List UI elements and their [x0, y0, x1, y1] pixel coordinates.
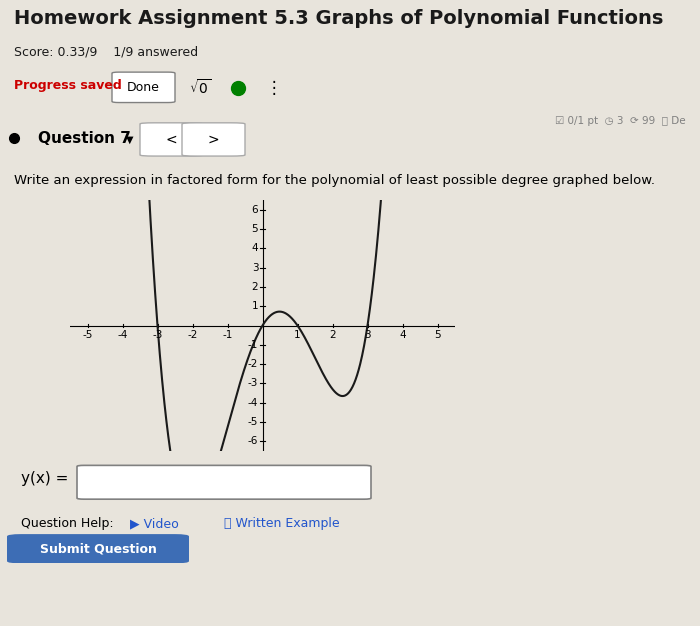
Text: -1: -1 — [223, 331, 232, 341]
Text: Submit Question: Submit Question — [40, 542, 156, 555]
Text: -2: -2 — [188, 331, 197, 341]
Text: 2: 2 — [252, 282, 258, 292]
Text: 2: 2 — [329, 331, 336, 341]
Text: Homework Assignment 5.3 Graphs of Polynomial Functions: Homework Assignment 5.3 Graphs of Polyno… — [14, 9, 664, 28]
Text: ▼: ▼ — [126, 135, 134, 145]
Text: 4: 4 — [399, 331, 406, 341]
Text: ☑ 0/1 pt  ◷ 3  ⟳ 99  ⓘ De: ☑ 0/1 pt ◷ 3 ⟳ 99 ⓘ De — [555, 116, 686, 126]
Text: $\sqrt{0}$: $\sqrt{0}$ — [189, 78, 211, 97]
Text: Question 7: Question 7 — [38, 131, 132, 145]
Text: y(x) =: y(x) = — [21, 471, 69, 486]
FancyBboxPatch shape — [77, 465, 371, 499]
Text: -4: -4 — [118, 331, 127, 341]
FancyBboxPatch shape — [112, 72, 175, 103]
Text: Question Help:: Question Help: — [21, 518, 113, 530]
Text: <: < — [166, 133, 177, 146]
Text: -3: -3 — [248, 378, 258, 388]
Text: -6: -6 — [248, 436, 258, 446]
Text: ⋮: ⋮ — [266, 79, 283, 97]
Text: 1: 1 — [252, 301, 258, 311]
Text: Done: Done — [127, 81, 160, 95]
Text: 5: 5 — [434, 331, 441, 341]
Text: 📄 Written Example: 📄 Written Example — [224, 518, 340, 530]
Text: Progress saved: Progress saved — [14, 79, 122, 92]
Text: >: > — [208, 133, 219, 146]
Text: 4: 4 — [252, 244, 258, 254]
Text: -3: -3 — [153, 331, 162, 341]
FancyBboxPatch shape — [140, 123, 203, 156]
Text: ▶ Video: ▶ Video — [130, 518, 178, 530]
Text: 3: 3 — [364, 331, 371, 341]
Text: -2: -2 — [248, 359, 258, 369]
FancyBboxPatch shape — [182, 123, 245, 156]
FancyBboxPatch shape — [7, 534, 189, 563]
Text: Score: 0.33/9    1/9 answered: Score: 0.33/9 1/9 answered — [14, 45, 198, 58]
Text: -1: -1 — [248, 340, 258, 350]
Text: 6: 6 — [252, 205, 258, 215]
Text: 1: 1 — [294, 331, 301, 341]
Text: -4: -4 — [248, 398, 258, 408]
Text: 3: 3 — [252, 263, 258, 273]
Text: 5: 5 — [252, 224, 258, 234]
Text: Write an expression in factored form for the polynomial of least possible degree: Write an expression in factored form for… — [14, 174, 655, 187]
Text: -5: -5 — [83, 331, 92, 341]
Text: -5: -5 — [248, 417, 258, 427]
